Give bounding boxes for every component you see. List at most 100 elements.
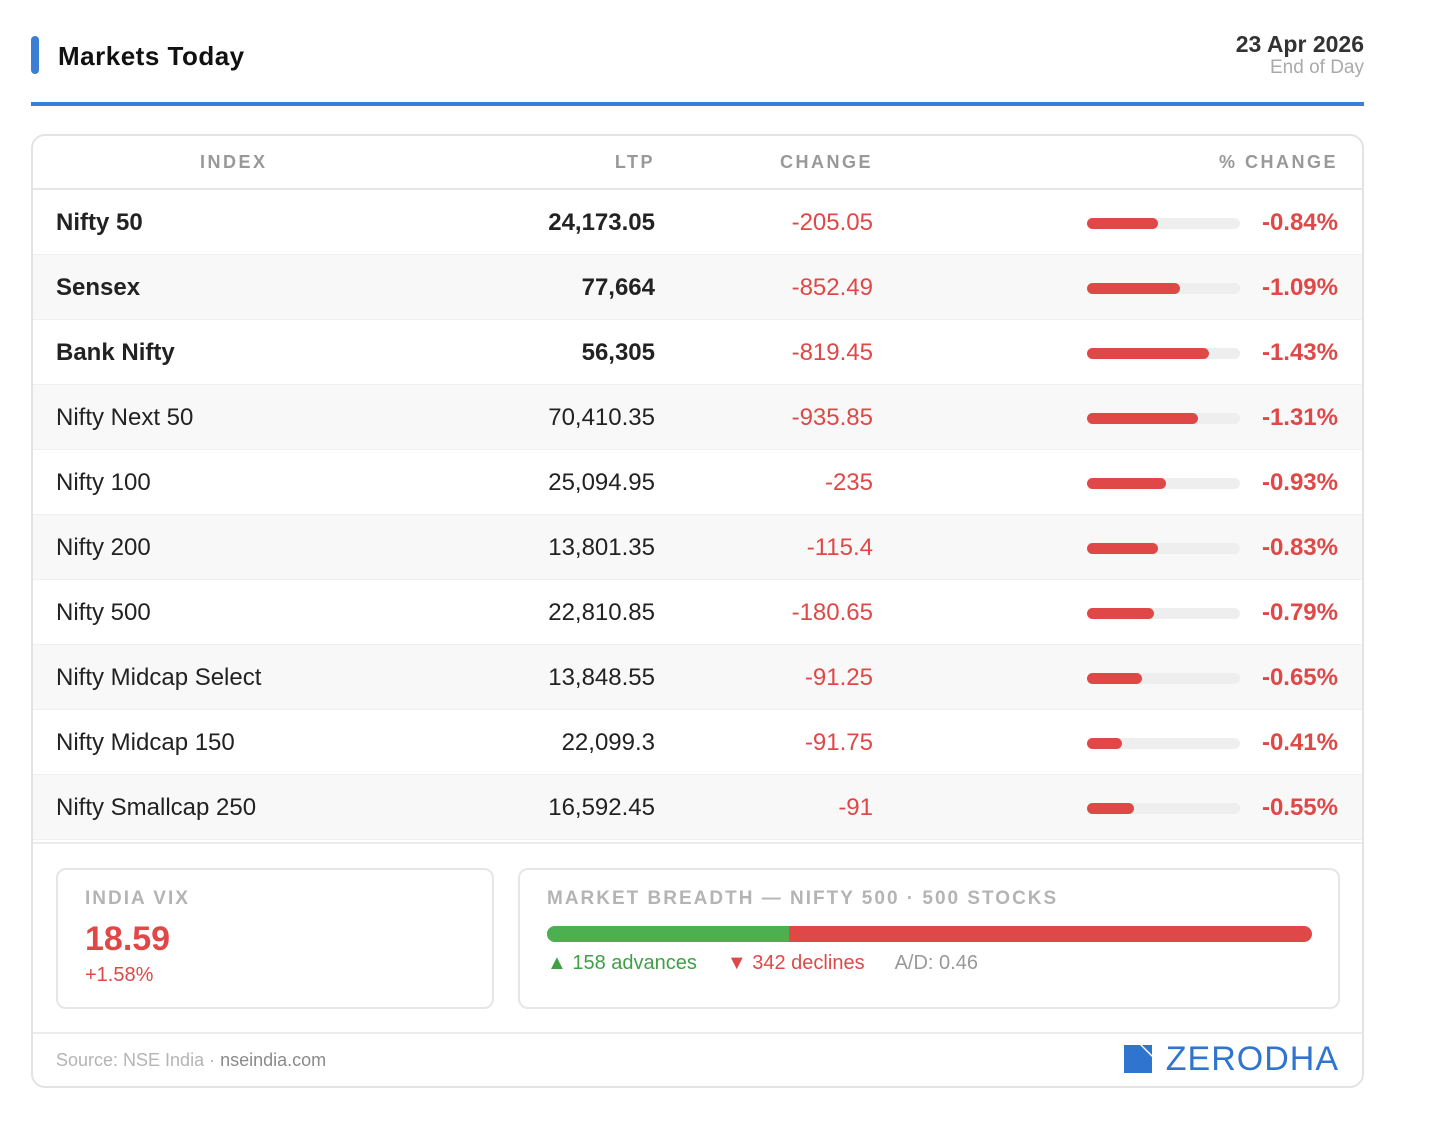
zerodha-logo: ZERODHA [1123, 1039, 1339, 1078]
index-ltp: 13,848.55 [548, 664, 655, 691]
table-row: Nifty 100 25,094.95 -235 -0.93% [33, 450, 1362, 515]
breadth-legend: ▲ 158 advances ▼ 342 declines A/D: 0.46 [547, 952, 978, 975]
pct-change-bar-track [1087, 738, 1240, 749]
index-pct-change: -1.43% [1261, 339, 1338, 366]
page-header: Markets Today 23 Apr 2026 End of Day [31, 30, 1364, 106]
index-change: -180.65 [791, 599, 873, 626]
index-change: -852.49 [791, 274, 873, 301]
table-row: Nifty Smallcap 250 16,592.45 -91 -0.55% [33, 775, 1362, 840]
index-change: -91.75 [804, 729, 873, 756]
index-ltp: 16,592.45 [548, 794, 655, 821]
pct-change-bar-fill [1087, 608, 1154, 619]
pct-change-bar-track [1087, 218, 1240, 229]
breadth-bar [547, 926, 1312, 942]
pct-change-bar-fill [1087, 478, 1166, 489]
pct-change-bar-fill [1087, 673, 1142, 684]
pct-change-bar-fill [1087, 218, 1158, 229]
india-vix-value: 18.59 [85, 920, 171, 958]
index-ltp: 24,173.05 [548, 209, 655, 236]
index-ltp: 56,305 [581, 339, 655, 366]
zerodha-wordmark: ZERODHA [1165, 1039, 1339, 1078]
index-ltp: 13,801.35 [548, 534, 655, 561]
table-row: Bank Nifty 56,305 -819.45 -1.43% [33, 320, 1362, 385]
pct-change-bar-fill [1087, 738, 1122, 749]
advances-count: ▲ 158 advances [547, 952, 697, 974]
index-name: Sensex [56, 274, 141, 301]
index-ltp: 25,094.95 [548, 469, 655, 496]
index-name: Nifty Midcap 150 [56, 729, 235, 756]
zerodha-logo-icon [1123, 1045, 1152, 1073]
page-title: Markets Today [58, 41, 245, 71]
column-header-change: CHANGE [779, 152, 873, 172]
index-name: Nifty Midcap Select [56, 664, 262, 691]
pct-change-bar-track [1087, 608, 1240, 619]
pct-change-bar-fill [1087, 803, 1134, 814]
index-pct-change: -0.65% [1261, 664, 1338, 691]
india-vix-label: INDIA VIX [85, 888, 190, 909]
table-row: Nifty Midcap Select 13,848.55 -91.25 -0.65% [33, 645, 1362, 710]
index-change: -115.4 [806, 534, 873, 561]
pct-change-bar-track [1087, 478, 1240, 489]
breadth-advances-fill [547, 926, 789, 942]
pct-change-bar-track [1087, 348, 1240, 359]
index-name: Nifty 500 [56, 599, 151, 626]
index-name: Nifty 200 [56, 534, 151, 561]
table-row: Nifty 50 24,173.05 -205.05 -0.84% [33, 190, 1362, 255]
ad-ratio: A/D: 0.46 [894, 952, 978, 974]
report-subtitle: End of Day [1270, 57, 1364, 78]
table-row: Nifty Midcap 150 22,099.3 -91.75 -0.41% [33, 710, 1362, 775]
column-header-index: INDEX [200, 152, 268, 172]
report-date: 23 Apr 2026 [1235, 31, 1364, 57]
summary-section: INDIA VIX 18.59 +1.58% MARKET BREADTH — … [33, 842, 1362, 1032]
table-row: Nifty Next 50 70,410.35 -935.85 -1.31% [33, 385, 1362, 450]
source-note: Source: NSE India · nseindia.com [56, 1050, 326, 1071]
index-change: -91 [838, 794, 873, 821]
markets-card: INDEX LTP CHANGE % CHANGE Nifty 50 24,173… [31, 134, 1364, 1088]
pct-change-bar-track [1087, 283, 1240, 294]
index-pct-change: -0.83% [1261, 534, 1338, 561]
index-pct-change: -0.79% [1261, 599, 1338, 626]
header-accent-bar [31, 36, 39, 74]
table-row: Sensex 77,664 -852.49 -1.09% [33, 255, 1362, 320]
market-breadth-label: MARKET BREADTH — NIFTY 500 · 500 STOCKS [547, 888, 1059, 909]
pct-change-bar-track [1087, 673, 1240, 684]
india-vix-change: +1.58% [85, 964, 154, 986]
index-pct-change: -0.93% [1261, 469, 1338, 496]
pct-change-bar-fill [1087, 543, 1158, 554]
column-header-ltp: LTP [614, 152, 655, 172]
card-footer: Source: NSE India · nseindia.com ZERODHA [33, 1032, 1362, 1086]
table-header: INDEX LTP CHANGE % CHANGE [33, 136, 1362, 190]
index-change: -205.05 [791, 209, 873, 236]
table-row: Nifty 500 22,810.85 -180.65 -0.79% [33, 580, 1362, 645]
pct-change-bar-track [1087, 543, 1240, 554]
declines-count: ▼ 342 declines [726, 952, 865, 974]
index-name: Nifty 50 [56, 209, 143, 236]
pct-change-bar-track [1087, 803, 1240, 814]
pct-change-bar-fill [1087, 413, 1198, 424]
pct-change-bar-fill [1087, 348, 1209, 359]
index-name: Bank Nifty [56, 339, 175, 366]
index-change: -935.85 [791, 404, 873, 431]
source-link[interactable]: nseindia.com [220, 1050, 327, 1070]
index-ltp: 22,810.85 [548, 599, 655, 626]
index-name: Nifty Smallcap 250 [56, 794, 257, 821]
index-pct-change: -0.84% [1261, 209, 1338, 236]
market-breadth-card: MARKET BREADTH — NIFTY 500 · 500 STOCKS … [518, 868, 1340, 1009]
source-prefix: Source: NSE India · [56, 1050, 216, 1070]
index-ltp: 22,099.3 [561, 729, 655, 756]
index-pct-change: -1.31% [1261, 404, 1338, 431]
column-header-pct-change: % CHANGE [1218, 152, 1338, 172]
pct-change-bar-fill [1087, 283, 1180, 294]
index-pct-change: -0.41% [1261, 729, 1338, 756]
index-ltp: 70,410.35 [548, 404, 655, 431]
index-name: Nifty 100 [56, 469, 151, 496]
index-ltp: 77,664 [581, 274, 655, 301]
index-change: -235 [824, 469, 873, 496]
index-change: -91.25 [804, 664, 873, 691]
index-change: -819.45 [791, 339, 873, 366]
index-name: Nifty Next 50 [56, 404, 194, 431]
table-row: Nifty 200 13,801.35 -115.4 -0.83% [33, 515, 1362, 580]
india-vix-card: INDIA VIX 18.59 +1.58% [56, 868, 494, 1009]
index-pct-change: -1.09% [1261, 274, 1338, 301]
pct-change-bar-track [1087, 413, 1240, 424]
